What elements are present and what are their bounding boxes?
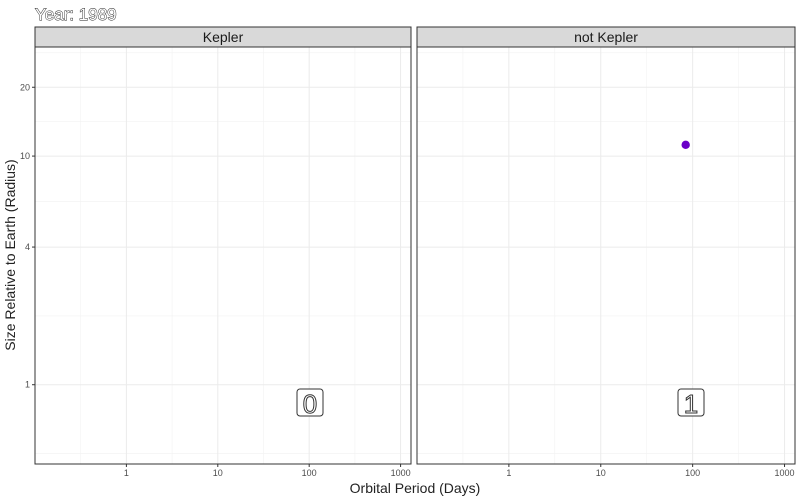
y-tick-label: 4 [25,242,30,252]
panel-not-kepler: not Kepler 1 [416,26,796,465]
y-axis: 1 4 10 20 [20,82,35,390]
x-tick-label: 100 [685,468,700,478]
count-label-not-kepler: 1 [677,388,705,420]
x-tick-label: 1000 [391,468,411,478]
count-label-text: 1 [684,389,698,419]
x-tick-label: 1 [506,468,511,478]
strip-label-kepler: Kepler [203,29,244,45]
major-grid [35,47,411,464]
minor-grid [35,47,411,464]
y-tick-label: 20 [20,82,30,92]
x-axis-title: Orbital Period (Days) [350,480,481,496]
count-label-box [677,388,705,417]
x-axis-not-kepler: 1 10 100 1000 [506,464,795,478]
x-tick-label: 10 [596,468,606,478]
count-label-box [296,388,324,417]
panel-background [35,47,411,464]
y-axis-title: Size Relative to Earth (Radius) [2,159,18,350]
count-label-text: 0 [303,389,317,419]
x-tick-label: 100 [302,468,317,478]
x-axis-kepler: 1 10 100 1000 [124,464,411,478]
data-points [681,140,690,150]
panel-kepler: Kepler 0 [34,26,412,465]
strip-label-not-kepler: not Kepler [574,29,638,45]
x-tick-label: 1 [124,468,129,478]
panel-border [34,46,412,465]
y-tick-label: 1 [25,380,30,390]
data-point [681,140,690,150]
panel-border [416,46,796,465]
chart-title: Year: 1989 [35,5,117,24]
x-tick-label: 1000 [775,468,795,478]
count-label-kepler: 0 [296,388,324,420]
x-tick-label: 10 [213,468,223,478]
minor-grid [417,47,795,464]
panel-background [417,47,795,464]
y-tick-label: 10 [20,151,30,161]
